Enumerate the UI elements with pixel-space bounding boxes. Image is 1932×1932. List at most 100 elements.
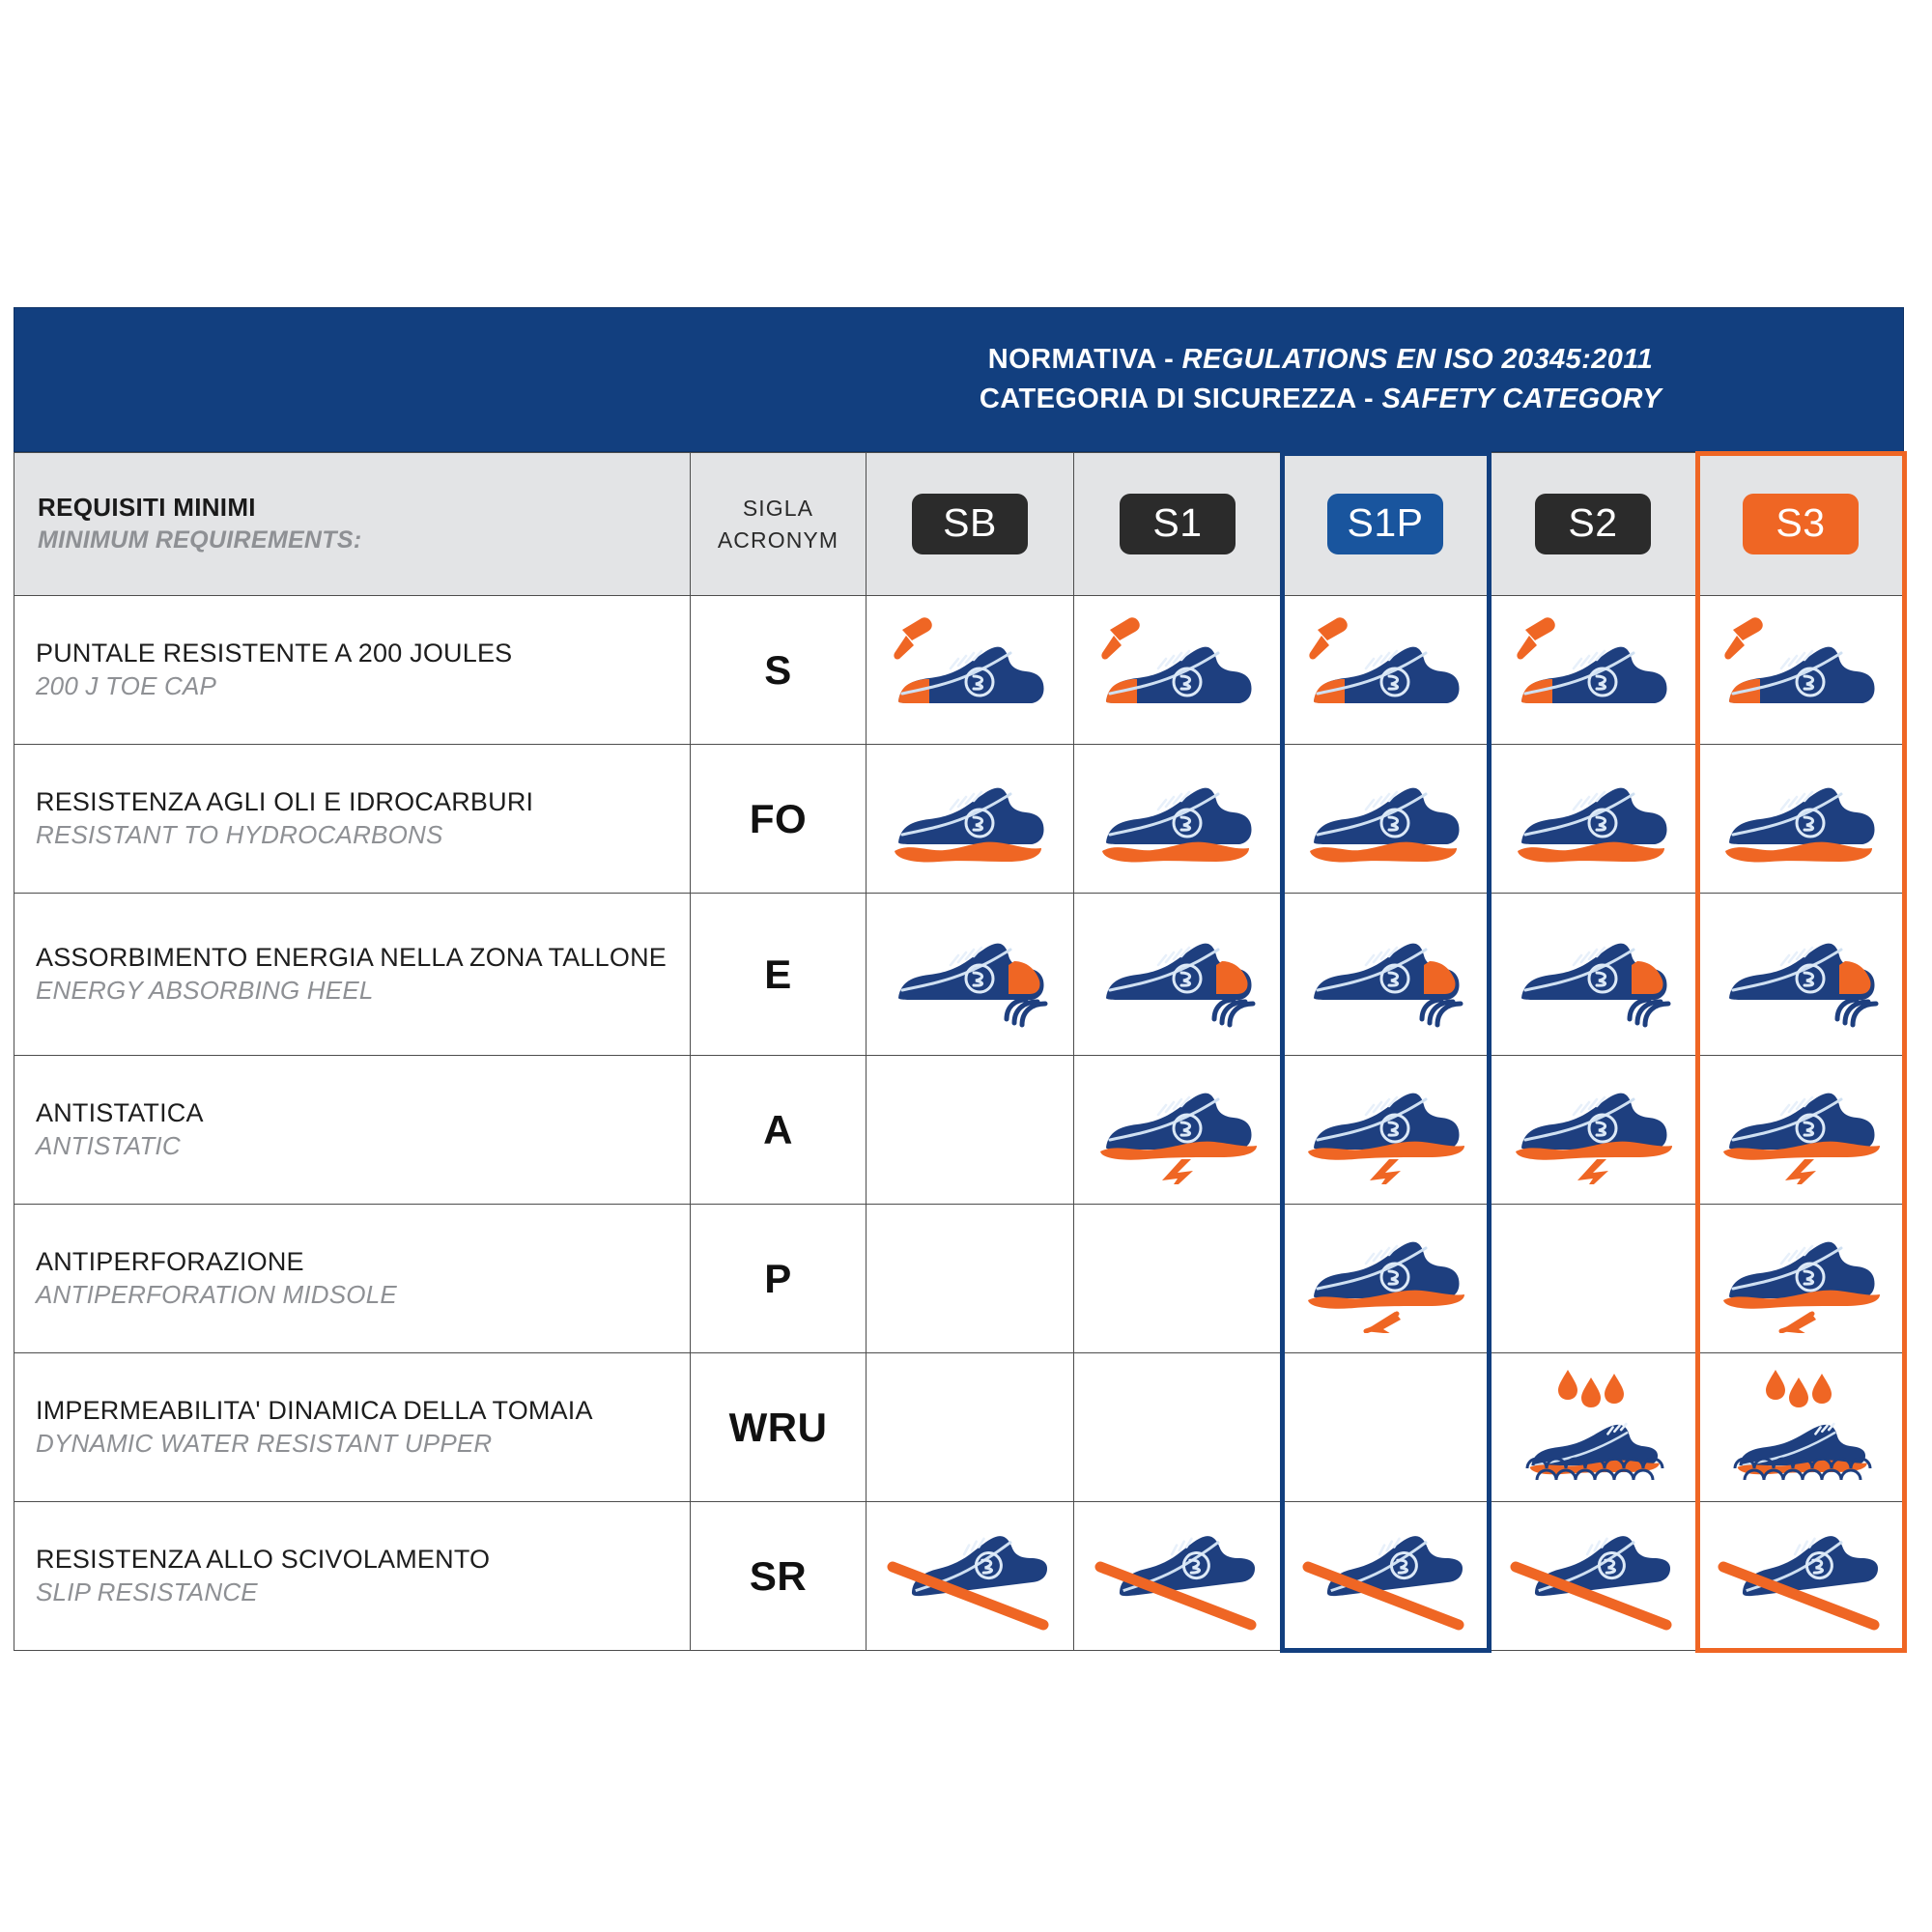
oil-shoe-icon [885,759,1055,873]
water-shoe-icon [1508,1368,1678,1482]
antistatic-shoe-icon [1716,1070,1886,1184]
safety-requirements-table: REQUISITI MINIMI MINIMUM REQUIREMENTS: SI… [14,452,1905,1651]
empty-cell-s2 [1489,1204,1697,1353]
slip-shoe-icon [1093,1517,1263,1631]
icon-cell-toecap-s1p [1281,595,1490,745]
slip-shoe-icon [1300,1517,1470,1631]
icon-cell-midsole-s1p [1281,1204,1490,1353]
acronym-cell: P [690,1204,867,1353]
icon-cell-heel-s2 [1489,893,1697,1056]
category-badge-s1[interactable]: S1 [1120,493,1236,555]
category-header-s1[interactable]: S1 [1073,452,1282,596]
banner-line-1-sep: - [1155,343,1182,375]
icon-cell-heel-sb [866,893,1074,1056]
requirement-label-en: RESISTANT TO HYDROCARBONS [36,820,443,850]
requirement-label-en: ENERGY ABSORBING HEEL [36,976,374,1006]
toecap-shoe-icon [1093,611,1263,724]
table-row: ANTIPERFORAZIONE ANTIPERFORATION MIDSOLE… [14,1204,1905,1353]
icon-cell-slip-sb [866,1501,1074,1651]
empty-cell-sb [866,1352,1074,1502]
safety-category-sheet: NORMATIVA - REGULATIONS EN ISO 20345:201… [14,307,1907,1653]
icon-cell-oil-s3 [1696,744,1905,894]
requirement-label-it: ANTIPERFORAZIONE [36,1247,304,1277]
icon-cell-heel-s3 [1696,893,1905,1056]
icon-cell-slip-s2 [1489,1501,1697,1651]
requirement-cell: RESISTENZA AGLI OLI E IDROCARBURI RESIST… [14,744,691,894]
icon-cell-antistatic-s2 [1489,1055,1697,1205]
table-row: ASSORBIMENTO ENERGIA NELLA ZONA TALLONE … [14,893,1905,1056]
category-header-s1p[interactable]: S1P [1281,452,1490,596]
heel-shoe-icon [1716,915,1886,1029]
table-row: IMPERMEABILITA' DINAMICA DELLA TOMAIA DY… [14,1352,1905,1502]
requirement-label-en: DYNAMIC WATER RESISTANT UPPER [36,1429,493,1459]
table-row: ANTISTATICA ANTISTATIC A [14,1055,1905,1205]
requirement-label-en: ANTISTATIC [36,1131,181,1161]
requirement-cell: RESISTENZA ALLO SCIVOLAMENTO SLIP RESIST… [14,1501,691,1651]
requirement-label-en: ANTIPERFORATION MIDSOLE [36,1280,397,1310]
acronym-cell: SR [690,1501,867,1651]
requirement-cell: ANTISTATICA ANTISTATIC [14,1055,691,1205]
acronym-header-en: ACRONYM [717,526,839,553]
heel-shoe-icon [885,915,1055,1029]
toecap-shoe-icon [1716,611,1886,724]
slip-shoe-icon [1716,1517,1886,1631]
requirement-label-it: ASSORBIMENTO ENERGIA NELLA ZONA TALLONE [36,943,668,973]
banner-line-2: CATEGORIA DI SICUREZZA - SAFETY CATEGORY [794,380,1847,419]
banner-line-1: NORMATIVA - REGULATIONS EN ISO 20345:201… [794,340,1847,380]
slip-shoe-icon [885,1517,1055,1631]
empty-cell-s1p [1281,1352,1490,1502]
toecap-shoe-icon [1300,611,1470,724]
acronym-header-cell: SIGLA ACRONYM [690,452,867,596]
icon-cell-antistatic-s1p [1281,1055,1490,1205]
midsole-shoe-icon [1716,1219,1886,1333]
category-header-s3[interactable]: S3 [1696,452,1905,596]
banner-line-1-it: NORMATIVA [987,343,1156,375]
icon-cell-toecap-s1 [1073,595,1282,745]
requirements-header-it: REQUISITI MINIMI [38,493,256,523]
banner-text: NORMATIVA - REGULATIONS EN ISO 20345:201… [794,340,1847,419]
oil-shoe-icon [1300,759,1470,873]
category-badge-s1p[interactable]: S1P [1327,493,1443,555]
table-row: RESISTENZA ALLO SCIVOLAMENTO SLIP RESIST… [14,1501,1905,1651]
icon-cell-toecap-sb [866,595,1074,745]
icon-cell-antistatic-s3 [1696,1055,1905,1205]
oil-shoe-icon [1716,759,1886,873]
acronym-cell: WRU [690,1352,867,1502]
icon-cell-heel-s1p [1281,893,1490,1056]
banner-line-2-sep: - [1355,384,1382,414]
category-badge-s3[interactable]: S3 [1743,493,1859,555]
icon-cell-slip-s1 [1073,1501,1282,1651]
antistatic-shoe-icon [1508,1070,1678,1184]
icon-cell-slip-s1p [1281,1501,1490,1651]
requirement-label-it: RESISTENZA AGLI OLI E IDROCARBURI [36,787,534,817]
icon-cell-antistatic-s1 [1073,1055,1282,1205]
table-header-row: REQUISITI MINIMI MINIMUM REQUIREMENTS: SI… [14,452,1905,596]
oil-shoe-icon [1508,759,1678,873]
icon-cell-oil-s2 [1489,744,1697,894]
requirement-cell: PUNTALE RESISTENTE A 200 JOULES 200 J TO… [14,595,691,745]
antistatic-shoe-icon [1093,1070,1263,1184]
category-header-sb[interactable]: SB [866,452,1074,596]
requirements-header-en: MINIMUM REQUIREMENTS: [38,526,362,554]
category-badge-s2[interactable]: S2 [1535,493,1651,555]
category-header-s2[interactable]: S2 [1489,452,1697,596]
empty-cell-sb [866,1055,1074,1205]
category-badge-sb[interactable]: SB [912,493,1028,555]
table-wrapper: REQUISITI MINIMI MINIMUM REQUIREMENTS: SI… [14,450,1907,1653]
empty-cell-s1 [1073,1352,1282,1502]
acronym-cell: S [690,595,867,745]
empty-cell-sb [866,1204,1074,1353]
banner-line-2-it: CATEGORIA DI SICUREZZA [979,384,1356,414]
table-row: RESISTENZA AGLI OLI E IDROCARBURI RESIST… [14,744,1905,894]
requirement-label-it: ANTISTATICA [36,1098,204,1128]
icon-cell-oil-s1p [1281,744,1490,894]
acronym-header-it: SIGLA [742,496,814,522]
empty-cell-s1 [1073,1204,1282,1353]
icon-cell-oil-sb [866,744,1074,894]
midsole-shoe-icon [1300,1219,1470,1333]
icon-cell-toecap-s2 [1489,595,1697,745]
slip-shoe-icon [1508,1517,1678,1631]
table-row: PUNTALE RESISTENTE A 200 JOULES 200 J TO… [14,595,1905,745]
requirement-cell: ANTIPERFORAZIONE ANTIPERFORATION MIDSOLE [14,1204,691,1353]
requirement-cell: ASSORBIMENTO ENERGIA NELLA ZONA TALLONE … [14,893,691,1056]
